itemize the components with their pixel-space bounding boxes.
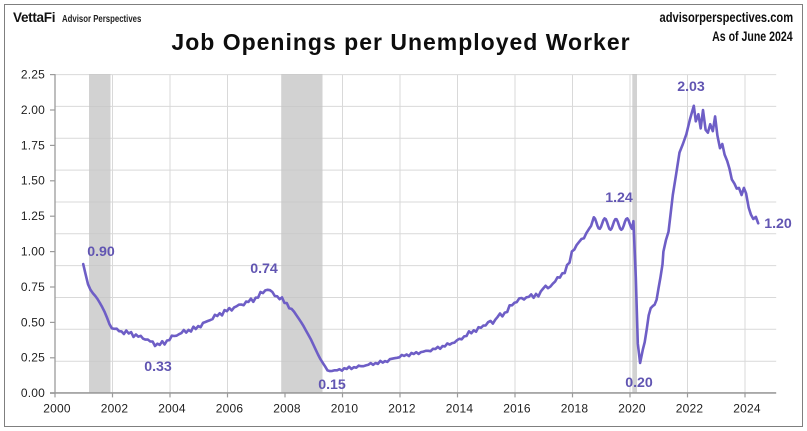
svg-text:1.25: 1.25 <box>21 209 45 223</box>
svg-text:2002: 2002 <box>101 402 129 416</box>
svg-text:1.50: 1.50 <box>21 174 45 188</box>
svg-text:2000: 2000 <box>43 402 71 416</box>
svg-text:0.50: 0.50 <box>21 315 45 329</box>
svg-text:0.00: 0.00 <box>21 386 45 400</box>
svg-text:2020: 2020 <box>618 402 646 416</box>
svg-text:0.75: 0.75 <box>21 280 45 294</box>
svg-text:0.20: 0.20 <box>625 375 653 391</box>
svg-text:1.24: 1.24 <box>605 190 633 206</box>
svg-text:2010: 2010 <box>331 402 359 416</box>
svg-text:2.25: 2.25 <box>21 68 45 82</box>
svg-text:0.90: 0.90 <box>87 244 115 260</box>
svg-text:2.03: 2.03 <box>677 79 705 95</box>
svg-text:0.33: 0.33 <box>144 359 172 375</box>
svg-text:2004: 2004 <box>158 402 186 416</box>
svg-text:1.75: 1.75 <box>21 138 45 152</box>
svg-text:1.00: 1.00 <box>21 245 45 259</box>
svg-text:2008: 2008 <box>273 402 301 416</box>
svg-text:2016: 2016 <box>503 402 531 416</box>
svg-text:2014: 2014 <box>446 402 474 416</box>
svg-text:1.20: 1.20 <box>764 216 792 232</box>
svg-text:2018: 2018 <box>561 402 589 416</box>
svg-text:0.74: 0.74 <box>250 261 278 277</box>
svg-text:2022: 2022 <box>676 402 704 416</box>
svg-text:2024: 2024 <box>733 402 761 416</box>
svg-text:0.25: 0.25 <box>21 351 45 365</box>
svg-text:2012: 2012 <box>388 402 416 416</box>
svg-text:2.00: 2.00 <box>21 103 45 117</box>
svg-text:2006: 2006 <box>216 402 244 416</box>
svg-text:0.15: 0.15 <box>318 377 346 393</box>
